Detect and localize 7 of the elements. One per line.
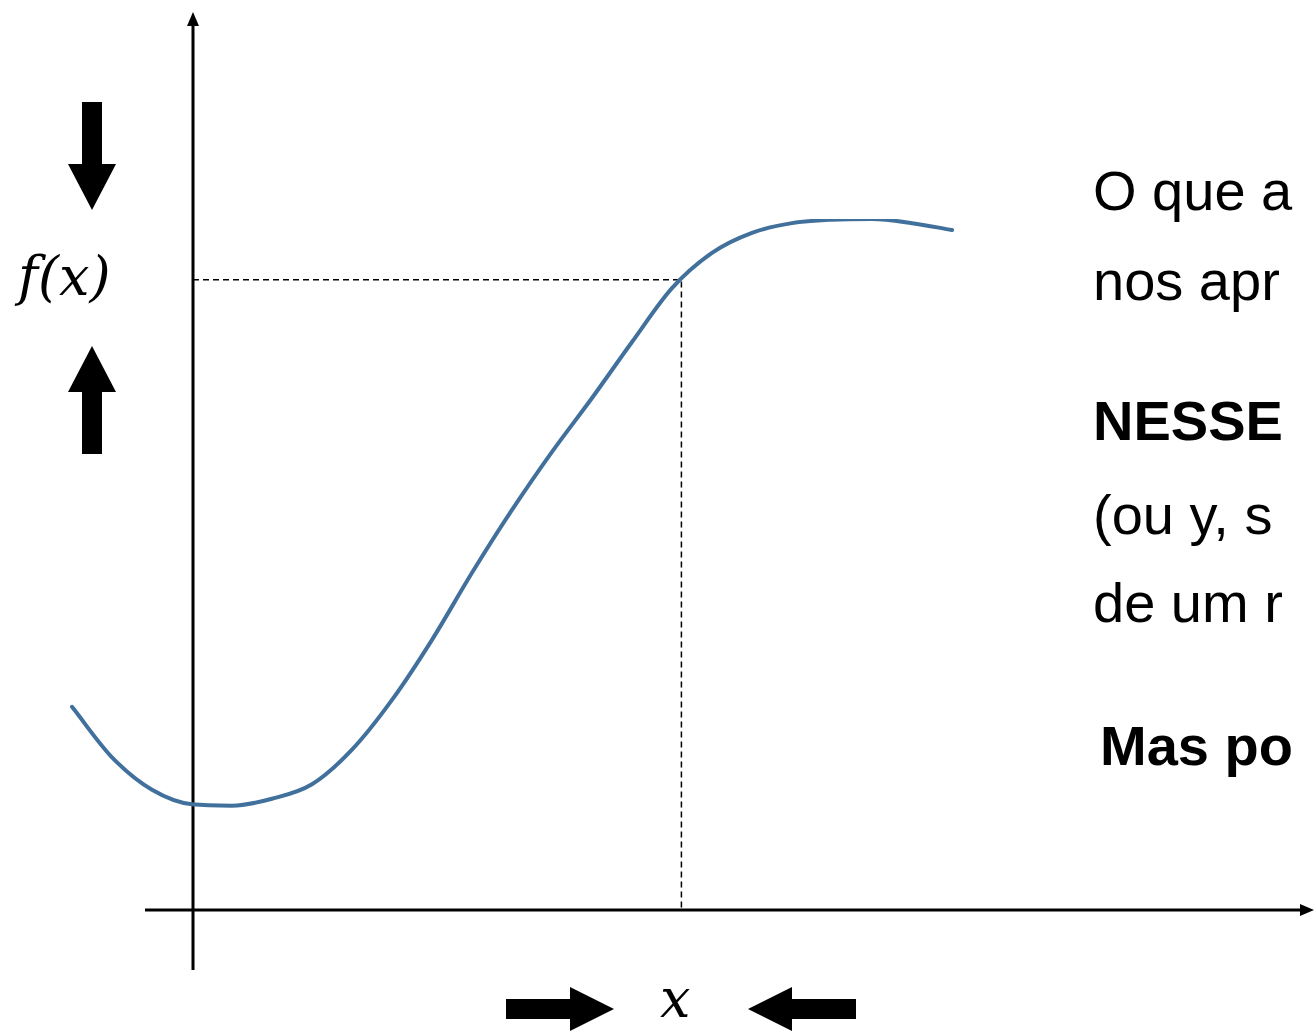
text: (ou y, s — [1093, 483, 1273, 546]
text: Mas po — [1100, 714, 1293, 777]
text: nos apr — [1093, 249, 1280, 312]
x-axis-title: x — [660, 967, 691, 1030]
text: de um r — [1093, 571, 1283, 634]
text: O que a — [1093, 159, 1293, 222]
text: NESSE — [1093, 389, 1283, 452]
